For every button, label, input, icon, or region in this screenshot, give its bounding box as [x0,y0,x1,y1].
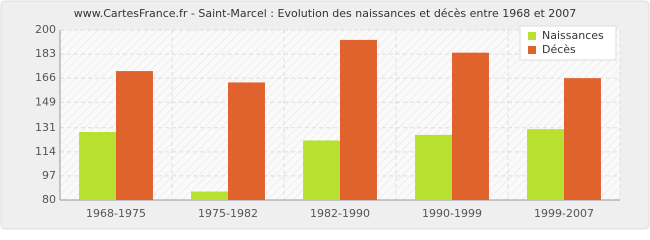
bar [303,140,340,200]
bar [452,52,489,200]
y-tick-label: 183 [35,47,56,60]
bar [191,191,228,200]
legend-box [519,25,617,61]
chart-title: www.CartesFrance.fr - Saint-Marcel : Evo… [74,7,577,20]
legend-label: Décès [542,43,576,56]
bar [415,134,452,200]
x-tick-label: 1975-1982 [198,207,258,220]
x-tick-label: 1990-1999 [422,207,482,220]
y-tick-label: 200 [35,23,56,36]
legend-swatch [528,32,536,40]
y-tick-label: 97 [42,169,56,182]
legend-label: Naissances [542,29,604,42]
y-tick-label: 166 [35,71,56,84]
y-tick-label: 131 [35,121,56,134]
x-tick-label: 1999-2007 [534,207,594,220]
bar [340,39,377,200]
bar [116,71,153,200]
bar [79,132,116,200]
bar [228,82,265,200]
bar [527,129,564,200]
y-tick-label: 80 [42,193,56,206]
bar [564,78,601,200]
chart: www.CartesFrance.fr - Saint-Marcel : Evo… [0,0,650,230]
y-tick-label: 149 [35,95,56,108]
x-tick-label: 1968-1975 [86,207,146,220]
legend-swatch [528,46,536,54]
y-tick-label: 114 [35,145,56,158]
x-tick-label: 1982-1990 [310,207,370,220]
